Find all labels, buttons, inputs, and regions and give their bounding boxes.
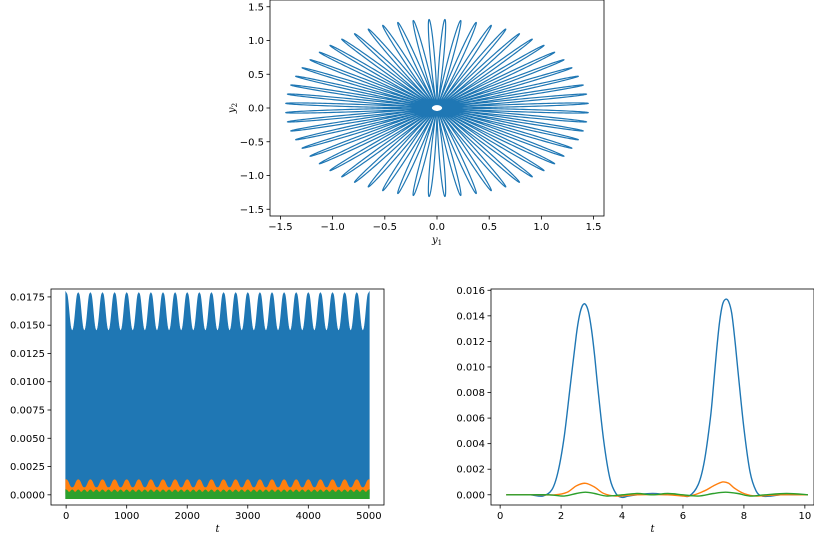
long-time-series-chart: 0 1000 2000 3000 4000 5000 0.0000 0.0025 0.0050 0… bbox=[10, 288, 385, 535]
x-tick-label: 6 bbox=[680, 511, 686, 522]
x-tick-label: 1.5 bbox=[586, 222, 602, 233]
x-tick-label: 1.0 bbox=[533, 222, 549, 233]
y-tick-label: −1.0 bbox=[240, 171, 264, 182]
y-tick-label: 0.0 bbox=[248, 104, 264, 115]
y-tick-label: 0.0075 bbox=[10, 406, 45, 417]
y-tick-label: 0.010 bbox=[456, 362, 485, 373]
y-tick-label: 0.002 bbox=[456, 465, 485, 476]
x-tick-label: 3000 bbox=[235, 511, 260, 522]
y-tick-label: −0.5 bbox=[240, 137, 264, 148]
y-tick-label: 0.5 bbox=[248, 70, 264, 81]
x-tick-label: 4 bbox=[619, 511, 625, 522]
x-axis-label: t bbox=[215, 524, 220, 535]
x-tick-label: 1000 bbox=[114, 511, 139, 522]
series-line bbox=[506, 491, 808, 497]
x-axis-label: y1 bbox=[431, 235, 442, 247]
plot-frame bbox=[269, 0, 605, 217]
y-tick-label: 0.000 bbox=[456, 490, 485, 501]
series-line bbox=[285, 18, 589, 198]
plot-frame bbox=[50, 288, 385, 506]
x-tick-label: 4000 bbox=[296, 511, 321, 522]
y-tick-label: 1.0 bbox=[248, 36, 264, 47]
x-axis-label: t bbox=[650, 524, 655, 535]
plot-frame bbox=[490, 288, 814, 506]
short-time-series-chart: 0 2 4 6 8 10 0.000 0.002 0.004 0.006 0.008 0.010 0.0… bbox=[456, 286, 814, 535]
y-tick-label: 0.008 bbox=[456, 388, 485, 399]
y-tick-label: 0.0150 bbox=[10, 321, 45, 332]
phase-portrait-chart: −1.5 −1.0 −0.5 0.0 0.5 1.0 1.5 −1.5 −1.0 −0.5 0.0 0… bbox=[227, 0, 605, 247]
x-tick-label: −0.5 bbox=[373, 222, 397, 233]
y-tick-label: 0.0000 bbox=[10, 490, 45, 501]
x-tick-label: 2 bbox=[558, 511, 564, 522]
y-tick-label: 0.0175 bbox=[10, 292, 45, 303]
y-tick-label: 1.5 bbox=[248, 2, 264, 13]
y-tick-label: 0.0025 bbox=[10, 462, 45, 473]
y-tick-label: 0.014 bbox=[456, 311, 485, 322]
x-tick-label: 10 bbox=[798, 511, 811, 522]
x-tick-label: 5000 bbox=[356, 511, 381, 522]
series-line bbox=[506, 481, 808, 497]
x-tick-label: −1.5 bbox=[268, 222, 292, 233]
x-tick-label: 8 bbox=[741, 511, 747, 522]
y-tick-label: 0.004 bbox=[456, 439, 485, 450]
series-band bbox=[65, 489, 370, 499]
x-tick-label: −1.0 bbox=[320, 222, 344, 233]
y-tick-label: −1.5 bbox=[240, 205, 264, 216]
series-line bbox=[506, 298, 808, 499]
x-tick-label: 0 bbox=[497, 511, 503, 522]
series-band bbox=[65, 290, 370, 499]
y-tick-label: 0.016 bbox=[456, 286, 485, 297]
y-tick-label: 0.0125 bbox=[10, 349, 45, 360]
y-tick-label: 0.0100 bbox=[10, 377, 45, 388]
y-tick-label: 0.012 bbox=[456, 337, 485, 348]
x-tick-label: 0.0 bbox=[429, 222, 445, 233]
y-axis-label: y2 bbox=[227, 103, 239, 114]
y-tick-label: 0.0050 bbox=[10, 434, 45, 445]
y-tick-label: 0.006 bbox=[456, 414, 485, 425]
x-tick-label: 2000 bbox=[175, 511, 200, 522]
x-tick-label: 0 bbox=[63, 511, 69, 522]
x-tick-label: 0.5 bbox=[481, 222, 497, 233]
